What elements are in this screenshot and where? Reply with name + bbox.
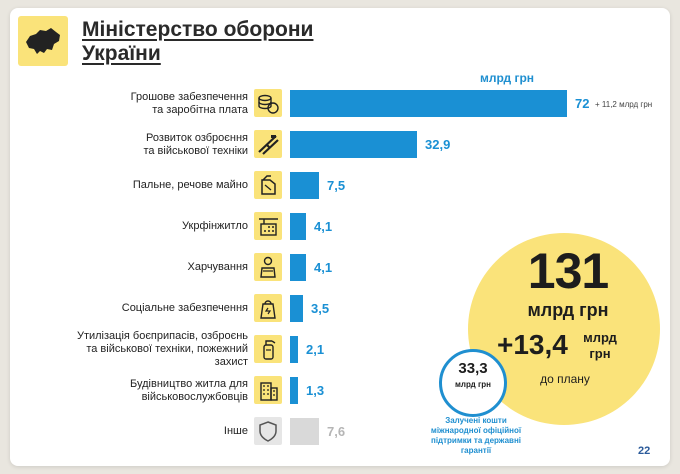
coins-icon xyxy=(254,89,282,117)
title-line-2: України xyxy=(82,42,161,65)
extra-value: +13,4 xyxy=(497,329,568,360)
intl-caption-line: міжнародної офіційної xyxy=(430,426,522,435)
extra-unit-line-2: грн xyxy=(589,346,611,361)
ukraine-map-icon xyxy=(26,28,60,54)
extra-unit-line-1: млрд xyxy=(583,330,617,345)
bar-value-label: 7,6 xyxy=(327,424,346,439)
bar xyxy=(290,131,417,158)
extra-caption: до плану xyxy=(540,372,590,386)
bar xyxy=(290,90,567,117)
apartment-building-icon xyxy=(254,376,282,404)
extra-unit: млрд грн xyxy=(578,330,622,362)
bar-value-label: 32,9 xyxy=(425,137,451,152)
category-label-line: Харчування xyxy=(187,261,248,273)
building-crane-icon xyxy=(254,212,282,240)
bar xyxy=(290,336,298,363)
category-label-line: Розвиток озброєння xyxy=(146,131,248,144)
intl-support-caption: Залучені кошти міжнародної офіційної під… xyxy=(412,416,540,456)
intl-support-unit: млрд грн xyxy=(454,380,492,389)
category-label-line: та заробітна плата xyxy=(152,103,248,116)
category-label-line: Укрфінжитло xyxy=(182,220,248,232)
category-label: Пальне, речове майно xyxy=(18,179,248,192)
bar-value-label: 4,1 xyxy=(314,260,333,275)
shield-icon xyxy=(254,417,282,445)
bar-annotation: + 11,2 млрд грн xyxy=(595,100,653,109)
weapons-icon xyxy=(254,130,282,158)
category-label-line: та військової техніки, пожежний xyxy=(86,343,248,355)
ukraine-map-logo xyxy=(18,16,68,66)
total-value: 131 xyxy=(527,243,609,299)
category-label-line: Соціальне забезпечення xyxy=(121,302,248,314)
fire-extinguisher-icon xyxy=(254,335,282,363)
bar-value-label: 72 xyxy=(575,96,590,111)
bar xyxy=(290,418,319,445)
category-label: Будівництво житла для військовослужбовців xyxy=(18,378,248,404)
category-label: Утилізація боєприпасів, озброєнь та війсь… xyxy=(18,330,248,369)
category-label-line: військовослужбовців xyxy=(141,390,248,403)
category-label-line: та військової техніки xyxy=(143,144,248,157)
total-unit: млрд грн xyxy=(527,300,609,320)
intl-caption-line: гарантії xyxy=(460,446,492,455)
page-number: 22 xyxy=(638,445,651,457)
bar-value-label: 1,3 xyxy=(306,383,325,398)
bar xyxy=(290,377,298,404)
bar xyxy=(290,213,306,240)
category-label: Соціальне забезпечення xyxy=(18,302,248,315)
bar-value-label: 3,5 xyxy=(311,301,330,316)
intl-support-value: 33,3 xyxy=(458,360,488,377)
category-label-line: Інше xyxy=(223,425,248,437)
intl-caption-line: підтримки та державні xyxy=(430,436,521,445)
category-label-line: Утилізація боєприпасів, озброєнь xyxy=(76,330,248,342)
fuel-canister-icon xyxy=(254,171,282,199)
bar-value-label: 7,5 xyxy=(327,178,346,193)
intl-caption-line: Залучені кошти xyxy=(445,416,507,425)
bar xyxy=(290,295,303,322)
category-label: Грошове забезпечення та заробітна плата xyxy=(18,91,248,117)
intl-support-circle xyxy=(439,349,507,417)
bar-value-label: 4,1 xyxy=(314,219,333,234)
bar xyxy=(290,254,306,281)
category-label-line: захист xyxy=(214,356,248,368)
category-label: Укрфінжитло xyxy=(18,220,248,233)
category-label: Розвиток озброєння та військової техніки xyxy=(18,132,248,158)
soldier-food-icon xyxy=(254,253,282,281)
category-label-line: Будівництво житла для xyxy=(130,377,248,390)
unit-label: млрд грн xyxy=(480,71,535,85)
category-label-line: Пальне, речове майно xyxy=(132,179,248,191)
category-label: Інше xyxy=(18,425,248,438)
page-title: Міністерство оборони України xyxy=(82,18,313,66)
category-label: Харчування xyxy=(18,261,248,274)
social-bag-icon xyxy=(254,294,282,322)
title-line-1: Міністерство оборони xyxy=(82,18,314,41)
category-label-line: Грошове забезпечення xyxy=(130,90,248,103)
bar xyxy=(290,172,319,199)
bar-value-label: 2,1 xyxy=(306,342,325,357)
slide: Міністерство оборони України млрд грн + … xyxy=(10,8,670,466)
